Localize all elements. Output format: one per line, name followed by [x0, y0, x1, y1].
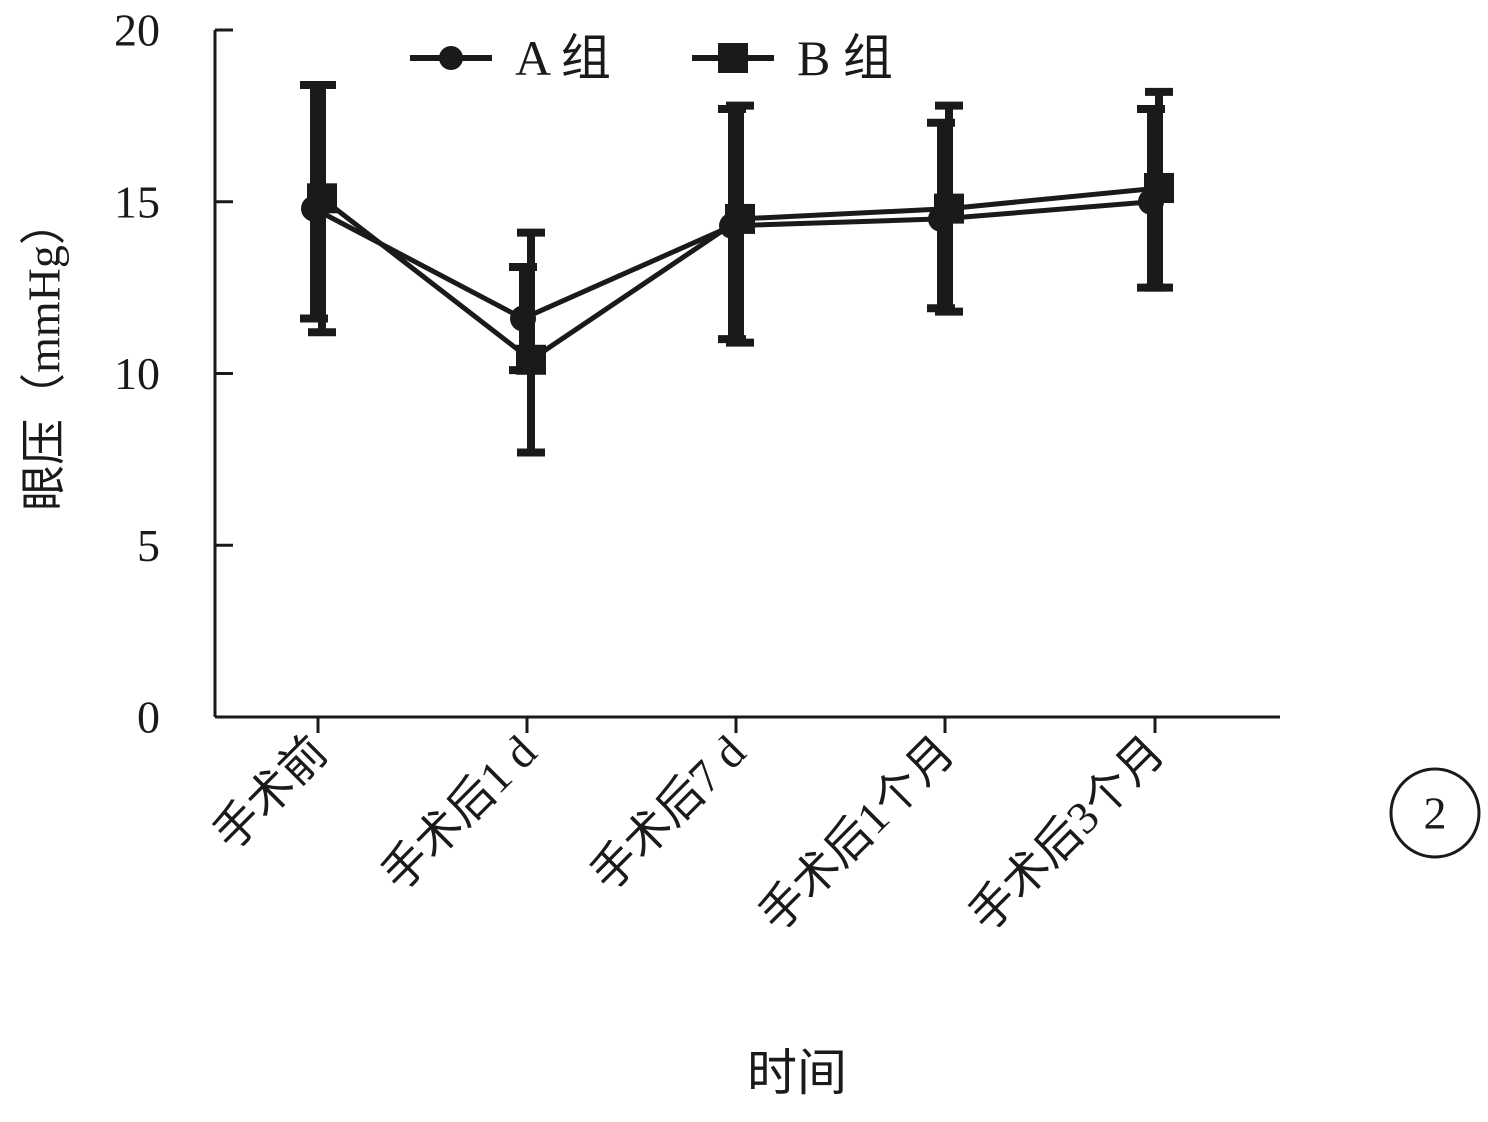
- axes: [213, 30, 1280, 719]
- y-ticks: 0 5 10 15 20: [114, 5, 233, 743]
- series-b: [307, 80, 1174, 457]
- y-tick-label: 0: [137, 692, 160, 743]
- legend-marker-square: [718, 43, 748, 73]
- panel-label-group: 2: [1389, 767, 1481, 859]
- x-axis-label: 时间: [747, 1045, 847, 1101]
- data-point-square: [725, 203, 755, 234]
- x-tick-label: 手术后7 d: [581, 726, 755, 900]
- x-tick-label: 手术后1个月: [749, 726, 964, 941]
- data-point-square: [1144, 173, 1174, 204]
- x-tick-label: 手术前: [203, 726, 337, 860]
- y-tick-label: 20: [114, 5, 160, 56]
- data-point-square: [516, 344, 546, 375]
- y-tick-label: 15: [114, 176, 160, 227]
- panel-label-circle: [1389, 767, 1481, 859]
- x-tick-label: 手术后3个月: [959, 726, 1174, 941]
- data-point-square: [307, 183, 337, 214]
- legend-marker-circle: [439, 46, 463, 70]
- panel-label: 2: [1424, 788, 1447, 839]
- data-point-square: [934, 193, 964, 224]
- legend-label-b: B 组: [797, 30, 893, 86]
- legend-label-a: A 组: [515, 30, 611, 86]
- y-axis-label: 眼压（mmHg）: [19, 199, 70, 511]
- y-tick-label: 5: [137, 520, 160, 571]
- series-layer: [300, 80, 1174, 457]
- x-tick-label: 手术后1 d: [372, 726, 546, 900]
- y-tick-label: 10: [114, 348, 160, 399]
